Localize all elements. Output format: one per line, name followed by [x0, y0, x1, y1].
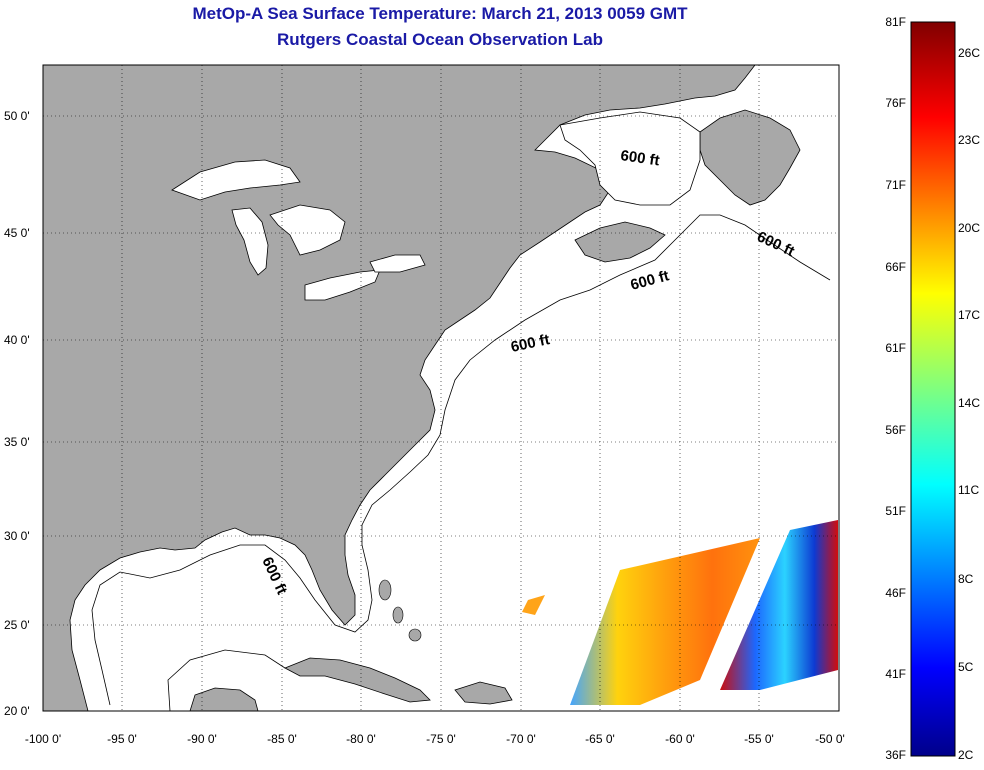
lon-tick-label: -100 0' [24, 732, 62, 746]
lat-tick-label: 30 0' [4, 529, 30, 543]
lat-tick-label: 45 0' [4, 226, 30, 240]
colorbar-c-label: 26C [958, 46, 981, 60]
colorbar-f-label: 41F [885, 667, 906, 681]
colorbar-c-label: 17C [958, 308, 981, 322]
colorbar-c-label: 8C [958, 572, 974, 586]
colorbar-f-label: 61F [885, 341, 906, 355]
isobath-label: 600 ft [619, 147, 660, 169]
lat-tick-label: 35 0' [4, 435, 30, 449]
bahamas-island [378, 579, 392, 601]
colorbar-c-label: 20C [958, 221, 981, 235]
land-hispaniola [454, 681, 513, 705]
colorbar-f-label: 81F [885, 15, 906, 29]
sst-swath-fragment [522, 595, 545, 615]
colorbar [910, 21, 956, 757]
colorbar-c-label: 2C [958, 748, 974, 762]
colorbar-f-label: 66F [885, 260, 906, 274]
land-nova-scotia [574, 221, 666, 263]
land-north-america [43, 65, 756, 711]
sst-swath-east [720, 520, 838, 690]
lake-huron [269, 204, 346, 256]
lon-tick-label: -95 0' [107, 732, 137, 746]
lon-tick-label: -50 0' [815, 732, 845, 746]
lat-tick-label: 20 0' [4, 704, 30, 718]
lon-tick-label: -55 0' [744, 732, 774, 746]
map-grid [43, 65, 839, 711]
bahamas-island [408, 628, 422, 642]
bahamas-island [392, 606, 404, 624]
lake-michigan [231, 207, 269, 276]
colorbar-f-label: 36F [885, 748, 906, 762]
lon-tick-label: -60 0' [665, 732, 695, 746]
lon-tick-label: -90 0' [187, 732, 217, 746]
lake-ontario [369, 254, 426, 273]
map-subtitle: Rutgers Coastal Ocean Observation Lab [277, 30, 603, 49]
colorbar-c-label: 23C [958, 133, 981, 147]
colorbar-c-label: 11C [958, 483, 980, 497]
map-title: MetOp-A Sea Surface Temperature: March 2… [192, 4, 688, 23]
lon-tick-label: -85 0' [267, 732, 297, 746]
land-newfoundland [699, 109, 801, 206]
colorbar-f-label: 76F [885, 96, 906, 110]
land-yucatan [189, 687, 259, 711]
colorbar-f-label: 51F [885, 504, 906, 518]
lon-tick-label: -65 0' [585, 732, 615, 746]
isobath-600ft-gulf [167, 649, 286, 711]
colorbar-f-label: 71F [885, 178, 906, 192]
lat-tick-label: 50 0' [4, 109, 30, 123]
gulf-st-lawrence [559, 111, 701, 206]
map-frame [42, 64, 840, 712]
lake-superior [171, 159, 301, 201]
lon-tick-label: -75 0' [426, 732, 456, 746]
colorbar-f-label: 46F [885, 586, 906, 600]
colorbar-f-label: 56F [885, 423, 906, 437]
lon-tick-label: -70 0' [506, 732, 536, 746]
lat-tick-label: 25 0' [4, 618, 30, 632]
colorbar-c-label: 14C [958, 396, 981, 410]
sst-swath-west [570, 538, 760, 705]
lon-tick-label: -80 0' [346, 732, 376, 746]
isobath-600ft [91, 214, 831, 706]
lat-tick-label: 40 0' [4, 333, 30, 347]
colorbar-c-label: 5C [958, 660, 974, 674]
land-cuba [284, 657, 431, 703]
